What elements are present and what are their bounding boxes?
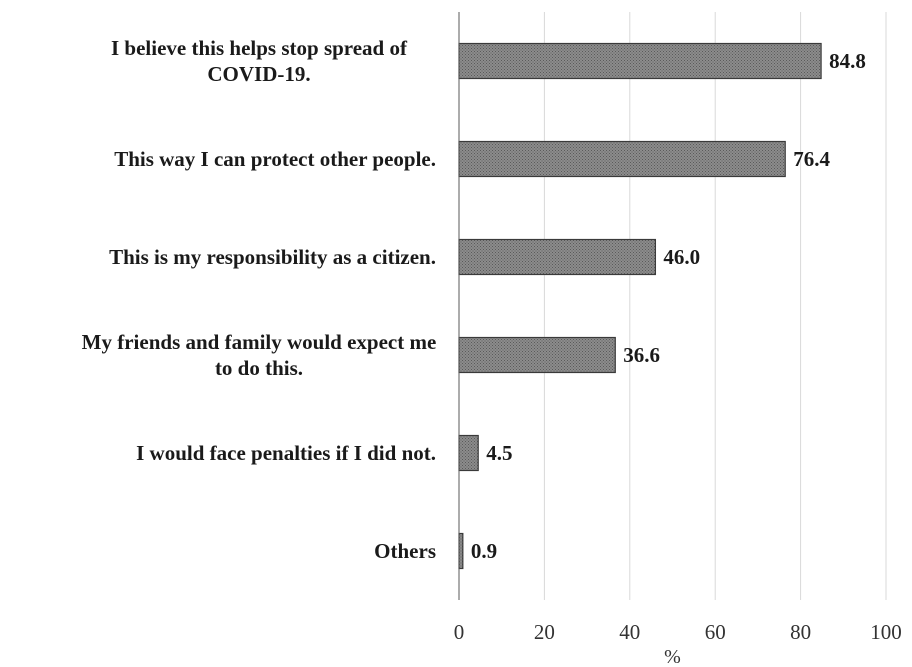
- gridlines: [543, 12, 887, 600]
- category-label-line: My friends and family would expect me: [82, 330, 437, 354]
- x-tick-label-80: 80: [790, 620, 811, 644]
- bar-0: [458, 42, 822, 80]
- category-label-2: This is my responsibility as a citizen.: [109, 245, 436, 269]
- category-label-1: This way I can protect other people.: [114, 147, 436, 171]
- value-label-0: 84.8: [829, 49, 866, 73]
- x-tick-label-40: 40: [619, 620, 640, 644]
- x-tick-label-60: 60: [705, 620, 726, 644]
- bars: [458, 42, 822, 570]
- bar-1: [458, 140, 786, 178]
- category-label-line: Others: [374, 539, 436, 563]
- category-label-line: I would face penalties if I did not.: [136, 441, 436, 465]
- category-labels: I believe this helps stop spread of COVID…: [82, 36, 437, 563]
- value-label-4: 4.5: [486, 441, 512, 465]
- category-label-line: This is my responsibility as a citizen.: [109, 245, 436, 269]
- category-label-line: COVID-19.: [207, 62, 310, 86]
- x-tick-label-0: 0: [454, 620, 465, 644]
- category-label-4: I would face penalties if I did not.: [136, 441, 436, 465]
- bar-3: [458, 336, 616, 374]
- x-tick-label-20: 20: [534, 620, 555, 644]
- value-label-3: 36.6: [623, 343, 660, 367]
- value-label-2: 46.0: [663, 245, 700, 269]
- category-label-line: to do this.: [215, 356, 303, 380]
- bar-4: [458, 434, 479, 472]
- category-label-line: This way I can protect other people.: [114, 147, 436, 171]
- x-tick-labels: 0 20 40 60 80 100: [454, 620, 902, 644]
- category-label-5: Others: [374, 539, 436, 563]
- value-label-5: 0.9: [471, 539, 497, 563]
- value-label-1: 76.4: [793, 147, 830, 171]
- x-tick-label-100: 100: [870, 620, 902, 644]
- category-label-line: I believe this helps stop spread of: [111, 36, 408, 60]
- category-label-3: My friends and family would expect me to …: [82, 330, 437, 380]
- value-labels: 84.8 76.4 46.0 36.6 4.5 0.9: [471, 49, 866, 563]
- category-label-0: I believe this helps stop spread of COVID…: [111, 36, 408, 86]
- bar-5: [458, 532, 464, 570]
- bar-2: [458, 238, 657, 276]
- x-axis-title: %: [664, 646, 681, 667]
